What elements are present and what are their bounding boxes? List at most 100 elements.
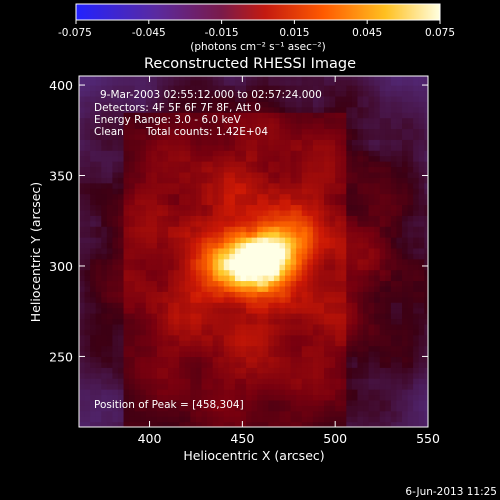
heatmap-cell bbox=[402, 215, 409, 222]
heatmap-cell bbox=[156, 220, 164, 227]
heatmap-cell bbox=[201, 269, 208, 276]
heatmap-cell bbox=[190, 144, 197, 151]
heatmap-cell bbox=[324, 215, 331, 222]
heatmap-cell bbox=[312, 307, 320, 314]
heatmap-cell bbox=[223, 199, 230, 206]
heatmap-cell bbox=[301, 351, 308, 358]
heatmap-cell bbox=[262, 182, 269, 189]
heatmap-cell bbox=[168, 182, 175, 189]
heatmap-cell bbox=[318, 171, 325, 178]
heatmap-cell bbox=[413, 291, 420, 298]
heatmap-cell bbox=[95, 302, 102, 309]
heatmap-cell bbox=[134, 389, 141, 396]
heatmap-cell bbox=[190, 313, 197, 320]
heatmap-cell bbox=[251, 421, 258, 427]
heatmap-cell bbox=[413, 166, 420, 173]
heatmap-cell bbox=[95, 247, 102, 254]
heatmap-cell bbox=[90, 247, 97, 254]
heatmap-cell bbox=[190, 323, 197, 330]
heatmap-cell bbox=[402, 231, 409, 238]
heatmap-cell bbox=[318, 242, 325, 249]
heatmap-cell bbox=[273, 242, 281, 249]
heatmap-cell bbox=[145, 155, 152, 162]
heatmap-cell bbox=[307, 112, 314, 119]
heatmap-cell bbox=[145, 199, 152, 206]
heatmap-cell bbox=[335, 416, 342, 423]
heatmap-cell bbox=[363, 188, 370, 195]
heatmap-cell bbox=[268, 85, 275, 92]
heatmap-cell bbox=[268, 421, 275, 427]
heatmap-cell bbox=[324, 171, 331, 178]
heatmap-cell bbox=[173, 416, 180, 423]
heatmap-cell bbox=[290, 161, 297, 168]
heatmap-cell bbox=[418, 389, 425, 396]
heatmap-cell bbox=[190, 79, 197, 86]
heatmap-cell bbox=[379, 133, 386, 140]
heatmap-cell bbox=[290, 356, 297, 363]
heatmap-cell bbox=[357, 307, 364, 314]
heatmap-cell bbox=[246, 188, 253, 195]
heatmap-cell bbox=[285, 242, 292, 249]
heatmap-cell bbox=[357, 85, 364, 92]
heatmap-cell bbox=[396, 394, 403, 401]
heatmap-cell bbox=[246, 323, 253, 330]
heatmap-cell bbox=[156, 334, 164, 341]
heatmap-cell bbox=[246, 383, 253, 390]
heatmap-cell bbox=[385, 139, 392, 146]
heatmap-cell bbox=[223, 313, 230, 320]
heatmap-cell bbox=[117, 361, 125, 368]
heatmap-cell bbox=[279, 372, 286, 379]
heatmap-cell bbox=[296, 79, 303, 86]
heatmap-cell bbox=[290, 405, 297, 412]
heatmap-cell bbox=[357, 383, 364, 390]
heatmap-cell bbox=[424, 378, 428, 385]
heatmap-cell bbox=[424, 128, 428, 135]
heatmap-cell bbox=[140, 318, 147, 325]
heatmap-cell bbox=[246, 313, 253, 320]
heatmap-cell bbox=[379, 112, 386, 119]
heatmap-cell bbox=[262, 389, 269, 396]
heatmap-cell bbox=[357, 421, 364, 427]
heatmap-cell bbox=[179, 76, 186, 81]
heatmap-cell bbox=[379, 90, 386, 97]
heatmap-cell bbox=[212, 361, 219, 368]
heatmap-cell bbox=[396, 383, 403, 390]
heatmap-cell bbox=[268, 226, 275, 233]
heatmap-cell bbox=[90, 264, 97, 271]
heatmap-cell bbox=[179, 79, 186, 86]
colorbar: -0.075 -0.045 -0.015 0.015 0.045 0.075 (photo… bbox=[58, 3, 455, 53]
heatmap-cell bbox=[190, 150, 197, 157]
heatmap-cell bbox=[262, 106, 269, 113]
heatmap-cell bbox=[117, 307, 125, 314]
heatmap-cell bbox=[357, 253, 364, 260]
heatmap-cell bbox=[379, 161, 386, 168]
heatmap-cell bbox=[173, 90, 180, 97]
heatmap-cell bbox=[218, 166, 225, 173]
heatmap-cell bbox=[424, 356, 428, 363]
heatmap-cell bbox=[229, 188, 236, 195]
chart-title: Reconstructed RHESSI Image bbox=[144, 56, 356, 72]
heatmap-cell bbox=[162, 383, 169, 390]
heatmap-cell bbox=[357, 340, 364, 347]
heatmap-cell bbox=[340, 199, 347, 206]
heatmap-cell bbox=[117, 383, 125, 390]
heatmap-cell bbox=[140, 334, 147, 341]
heatmap-cell bbox=[335, 220, 342, 227]
heatmap-cell bbox=[145, 313, 152, 320]
heatmap-cell bbox=[106, 410, 114, 417]
heatmap-cell bbox=[301, 144, 308, 151]
heatmap-cell bbox=[374, 285, 381, 292]
heatmap-cell bbox=[246, 144, 253, 151]
heatmap-cell bbox=[273, 209, 281, 216]
heatmap-cell bbox=[151, 144, 158, 151]
heatmap-cell bbox=[195, 112, 203, 119]
heatmap-cell bbox=[123, 269, 130, 276]
heatmap-cell bbox=[101, 237, 108, 244]
heatmap-cell bbox=[162, 161, 169, 168]
heatmap-cell bbox=[84, 237, 91, 244]
heatmap-cell bbox=[424, 285, 428, 292]
heatmap-cell bbox=[407, 101, 414, 108]
heatmap-cell bbox=[184, 144, 191, 151]
heatmap-cell bbox=[363, 128, 370, 135]
heatmap-cell bbox=[162, 150, 169, 157]
